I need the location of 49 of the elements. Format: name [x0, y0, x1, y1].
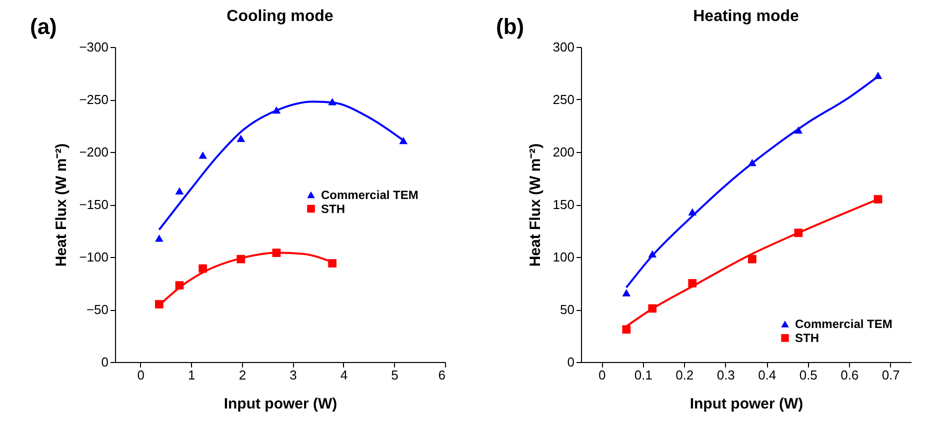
text: (a)	[30, 14, 57, 39]
x-tick-label: 1	[188, 368, 196, 382]
y-tick-label: 50	[560, 302, 574, 317]
y-tick-label: 250	[552, 92, 574, 107]
legend-label: Commercial TEM	[321, 188, 418, 202]
chart-title: Heating mode	[693, 8, 799, 25]
x-tick-label: 0.1	[634, 368, 652, 382]
x-tick-label: 2	[238, 368, 246, 382]
x-tick-label: 0.3	[716, 368, 735, 382]
x-tick-label: 0.7	[882, 368, 900, 382]
point	[622, 289, 631, 296]
legend-label: STH	[795, 331, 819, 345]
x-axis-title: Input power (W)	[224, 396, 338, 412]
x-tick-label: 0	[137, 368, 144, 382]
x-tick-label: 0	[598, 368, 606, 382]
y-tick-label: 100	[552, 250, 574, 264]
point	[748, 254, 756, 264]
point	[328, 259, 336, 268]
y-axis-title: Heat Flux (W m⁻²)	[526, 143, 544, 267]
point	[154, 234, 164, 242]
y-axis-title: Heat Flux (W m⁻²)	[53, 143, 70, 267]
x-tick-label: 4	[340, 368, 348, 382]
y-tick-label: 200	[552, 144, 574, 160]
point	[175, 187, 184, 194]
x-tick-label: 6	[438, 368, 446, 382]
point	[198, 152, 208, 159]
x-tick-label: 0.4	[758, 368, 776, 382]
legend-label: STH	[321, 202, 345, 216]
chart-title: Cooling mode	[226, 8, 334, 25]
y-tick-label: −50	[86, 302, 108, 317]
y-tick-label: −300	[79, 40, 108, 54]
x-tick-label: 0.6	[840, 368, 859, 382]
x-axis-title: Input power (W)	[690, 396, 804, 412]
x-tick-label: 5	[391, 368, 398, 382]
y-tick-label: −100	[79, 250, 108, 264]
y-tick-label: 150	[552, 197, 574, 212]
y-tick-label: −200	[79, 144, 108, 160]
y-tick-label: −250	[79, 92, 108, 107]
x-tick-label: 0.5	[799, 368, 818, 382]
legend-label: Commercial TEM	[795, 317, 892, 331]
x-tick-label: 3	[290, 368, 297, 382]
point	[622, 325, 631, 334]
y-tick-label: −150	[79, 197, 108, 212]
x-tick-label: 0.2	[676, 368, 694, 382]
text: (b)	[496, 14, 524, 39]
y-tick-label: 0	[101, 354, 108, 370]
point	[236, 134, 246, 142]
y-tick-label: 300	[552, 40, 574, 54]
y-tick-label: 0	[567, 354, 574, 370]
